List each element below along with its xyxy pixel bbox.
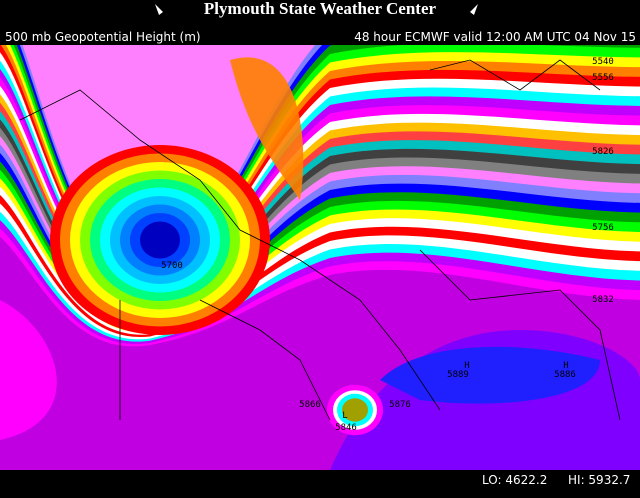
contour-label: 5556 xyxy=(592,73,614,83)
small-low xyxy=(342,398,368,422)
low-contour xyxy=(140,221,180,259)
contour-label: 5700 xyxy=(161,261,183,271)
pressure-center: H xyxy=(464,361,469,371)
pressure-center: L xyxy=(342,411,347,421)
contour-label: 5540 xyxy=(592,57,614,67)
high-value: HI: 5932.7 xyxy=(568,473,630,487)
map-area: 5700 5889 5886 5846 5866 5876 5540 5556 5826 5756… xyxy=(0,45,640,470)
contour-label: 5889 xyxy=(447,370,469,380)
product-label: 500 mb Geopotential Height (m) xyxy=(5,30,201,44)
contour-label: 5826 xyxy=(592,147,614,157)
pressure-center: H xyxy=(563,361,568,371)
ridge-band xyxy=(230,57,304,200)
page-title: Plymouth State Weather Center xyxy=(204,0,437,18)
contour-label: 5886 xyxy=(554,370,576,380)
field-west xyxy=(0,300,57,440)
low-value: LO: 4622.2 xyxy=(482,473,547,487)
field-south-inner xyxy=(380,346,600,404)
contour-label: 5756 xyxy=(592,223,614,233)
contour-label: 5876 xyxy=(389,400,411,410)
contour-label: 5846 xyxy=(335,423,357,433)
valid-time: 48 hour ECMWF valid 12:00 AM UTC 04 Nov … xyxy=(354,30,636,44)
contour-label: 5832 xyxy=(592,295,614,305)
borders xyxy=(19,59,621,421)
contour-label: 5866 xyxy=(299,400,321,410)
